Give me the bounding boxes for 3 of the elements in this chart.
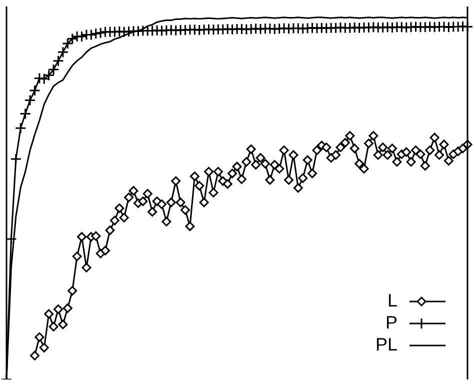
- legend-label: L: [387, 290, 398, 310]
- legend-label: P: [385, 312, 398, 332]
- legend-label: PL: [375, 334, 398, 354]
